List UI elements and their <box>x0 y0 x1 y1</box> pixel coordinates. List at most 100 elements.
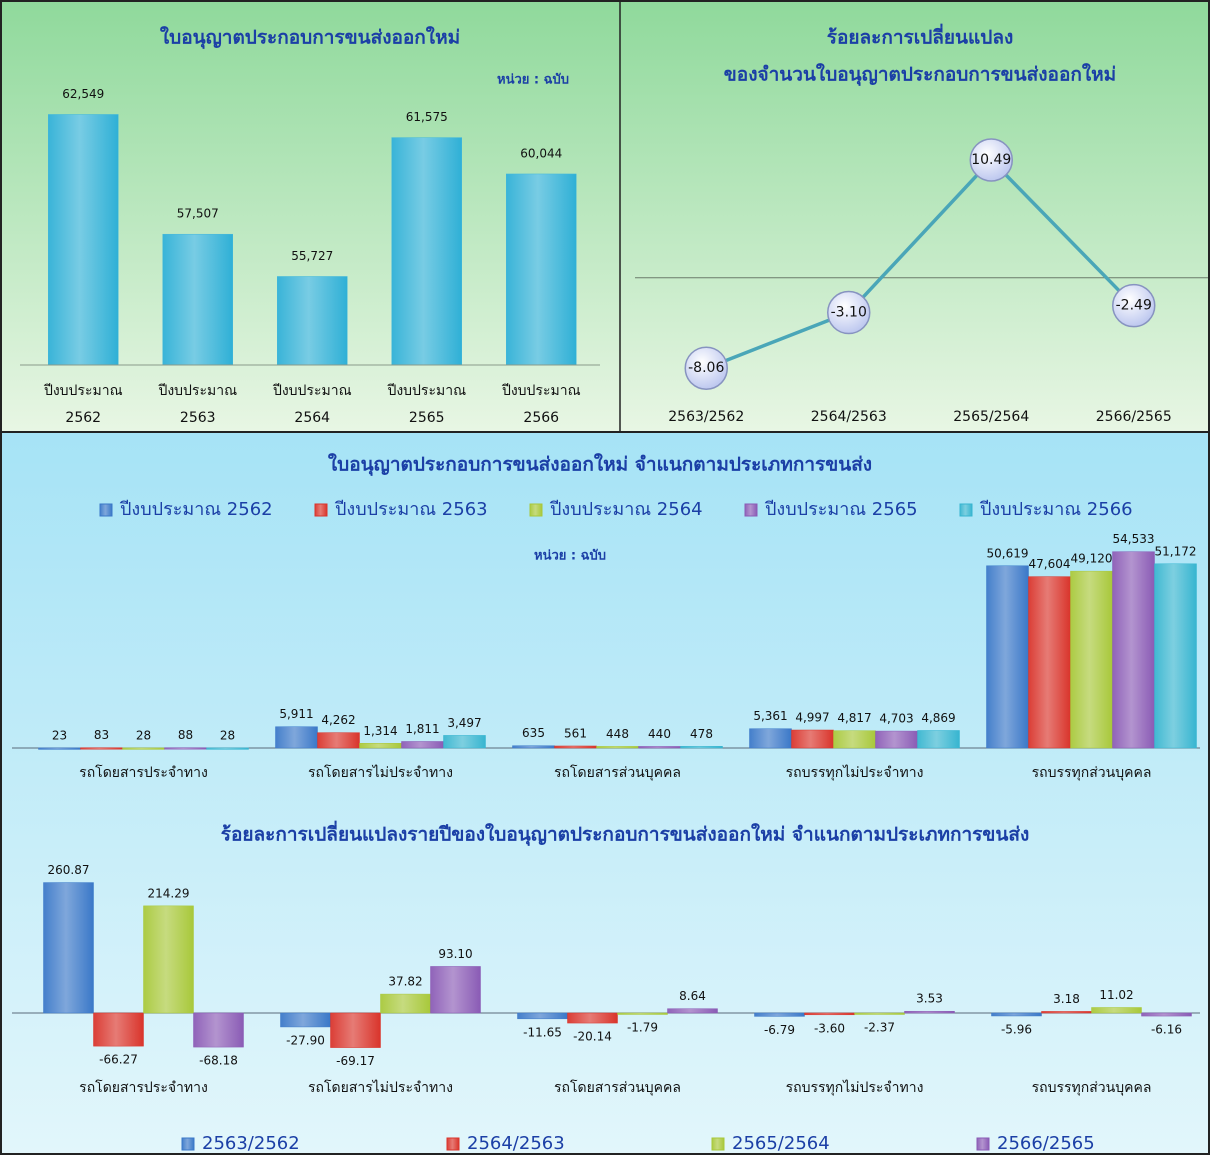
bar <box>517 1012 568 1020</box>
value-label: 1,314 <box>363 724 397 738</box>
bar <box>904 1010 955 1014</box>
chart-title: ใบอนุญาตประกอบการขนส่งออกใหม่ จำแนกตามปร… <box>328 453 872 477</box>
value-label: 50,619 <box>987 546 1029 560</box>
value-label: 440 <box>648 727 671 741</box>
x-tick-label: รถโดยสารไม่ประจำทาง <box>308 764 453 781</box>
unit-note: หน่วย : ฉบับ <box>497 73 569 88</box>
value-label: 57,507 <box>177 207 219 221</box>
bar <box>280 1012 331 1028</box>
x-tick-label: รถโดยสารประจำทาง <box>79 764 208 781</box>
value-label: 11.02 <box>1099 988 1133 1002</box>
value-label: 54,533 <box>1113 532 1155 546</box>
x-tick-label: 2562 <box>65 410 101 426</box>
value-label: 28 <box>136 728 151 742</box>
bar <box>277 276 348 366</box>
legend-label: 2565/2564 <box>732 1133 830 1154</box>
bar <box>206 747 249 750</box>
bar <box>80 747 123 750</box>
value-label: -69.17 <box>336 1054 375 1068</box>
bar <box>275 726 318 749</box>
line <box>705 157 1136 370</box>
bar <box>1091 1007 1142 1014</box>
x-tick-label: ปีงบประมาณ <box>272 383 351 399</box>
value-label: 5,361 <box>753 709 787 723</box>
x-tick-label: รถบรรทุกไม่ประจำทาง <box>786 1079 924 1096</box>
value-label: 10.49 <box>971 152 1011 168</box>
value-label: 28 <box>220 728 235 742</box>
value-label: 448 <box>606 727 629 741</box>
value-label: 4,703 <box>879 712 913 726</box>
bar <box>854 1012 905 1015</box>
x-tick-label: รถบรรทุกส่วนบุคคล <box>1032 1080 1152 1096</box>
value-label: -2.49 <box>1116 298 1152 314</box>
x-tick-label: ปีงบประมาณ <box>501 383 580 399</box>
x-tick-label: รถบรรทุกส่วนบุคคล <box>1032 765 1152 781</box>
value-label: 214.29 <box>148 886 190 900</box>
x-tick-label: 2565 <box>409 410 445 426</box>
bar <box>391 137 462 366</box>
value-label: -11.65 <box>523 1025 562 1039</box>
value-label: -3.60 <box>814 1021 845 1035</box>
legend-swatch <box>529 503 543 517</box>
legend-swatch <box>976 1137 990 1151</box>
legend-swatch <box>314 503 328 517</box>
value-label: 62,549 <box>62 87 104 101</box>
bar <box>380 993 431 1014</box>
bar <box>804 1012 855 1016</box>
x-tick-label: 2563 <box>180 410 216 426</box>
x-tick-label: ปีงบประมาณ <box>43 383 122 399</box>
chart-title: ของจำนวนใบอนุญาตประกอบการขนส่งออกใหม่ <box>724 63 1116 87</box>
marker <box>684 346 728 390</box>
x-tick-label: 2566/2565 <box>1096 409 1172 425</box>
bar <box>317 732 360 749</box>
bar <box>1141 1012 1192 1017</box>
value-label: -27.90 <box>286 1033 325 1047</box>
bar <box>567 1012 618 1024</box>
value-label: -8.06 <box>688 360 724 376</box>
x-tick-label: 2564/2563 <box>811 409 887 425</box>
value-label: 37.82 <box>388 975 422 989</box>
x-tick-label: รถโดยสารส่วนบุคคล <box>554 764 681 781</box>
legend-label: ปีงบประมาณ 2563 <box>335 499 488 520</box>
legend-label: 2564/2563 <box>467 1133 565 1154</box>
value-label: -68.18 <box>199 1054 238 1068</box>
bar <box>143 905 194 1014</box>
legend-label: 2563/2562 <box>202 1133 300 1154</box>
value-label: 4,817 <box>837 711 871 725</box>
legend-swatch <box>99 503 113 517</box>
bar <box>833 730 876 749</box>
value-label: 49,120 <box>1071 552 1113 566</box>
bar <box>749 728 792 749</box>
legend-label: ปีงบประมาณ 2564 <box>550 499 703 520</box>
bar <box>1041 1011 1092 1014</box>
bar <box>93 1012 144 1047</box>
bar <box>193 1012 244 1048</box>
bar <box>430 966 481 1014</box>
legend-swatch <box>744 503 758 517</box>
bar <box>554 745 597 749</box>
bar <box>164 747 207 750</box>
bar <box>1154 563 1197 749</box>
bar <box>1028 576 1071 749</box>
value-label: 4,262 <box>321 713 355 727</box>
value-label: -3.10 <box>831 305 867 321</box>
value-label: 4,997 <box>795 711 829 725</box>
bar <box>991 1012 1042 1017</box>
bar <box>512 745 555 749</box>
chart-title: ใบอนุญาตประกอบการขนส่งออกใหม่ <box>160 26 460 50</box>
x-tick-label: ปีงบประมาณ <box>387 383 466 399</box>
bar <box>359 743 402 749</box>
bar <box>330 1012 381 1048</box>
bar <box>791 729 834 749</box>
x-tick-label: รถโดยสารประจำทาง <box>79 1079 208 1096</box>
bar <box>122 747 165 750</box>
bar <box>401 741 444 749</box>
value-label: 4,869 <box>921 711 955 725</box>
value-label: -2.37 <box>864 1021 895 1035</box>
value-label: 3.53 <box>916 992 943 1006</box>
value-label: 51,172 <box>1155 544 1197 558</box>
bar <box>443 735 486 749</box>
value-label: 3,497 <box>447 716 481 730</box>
bar <box>680 746 723 749</box>
